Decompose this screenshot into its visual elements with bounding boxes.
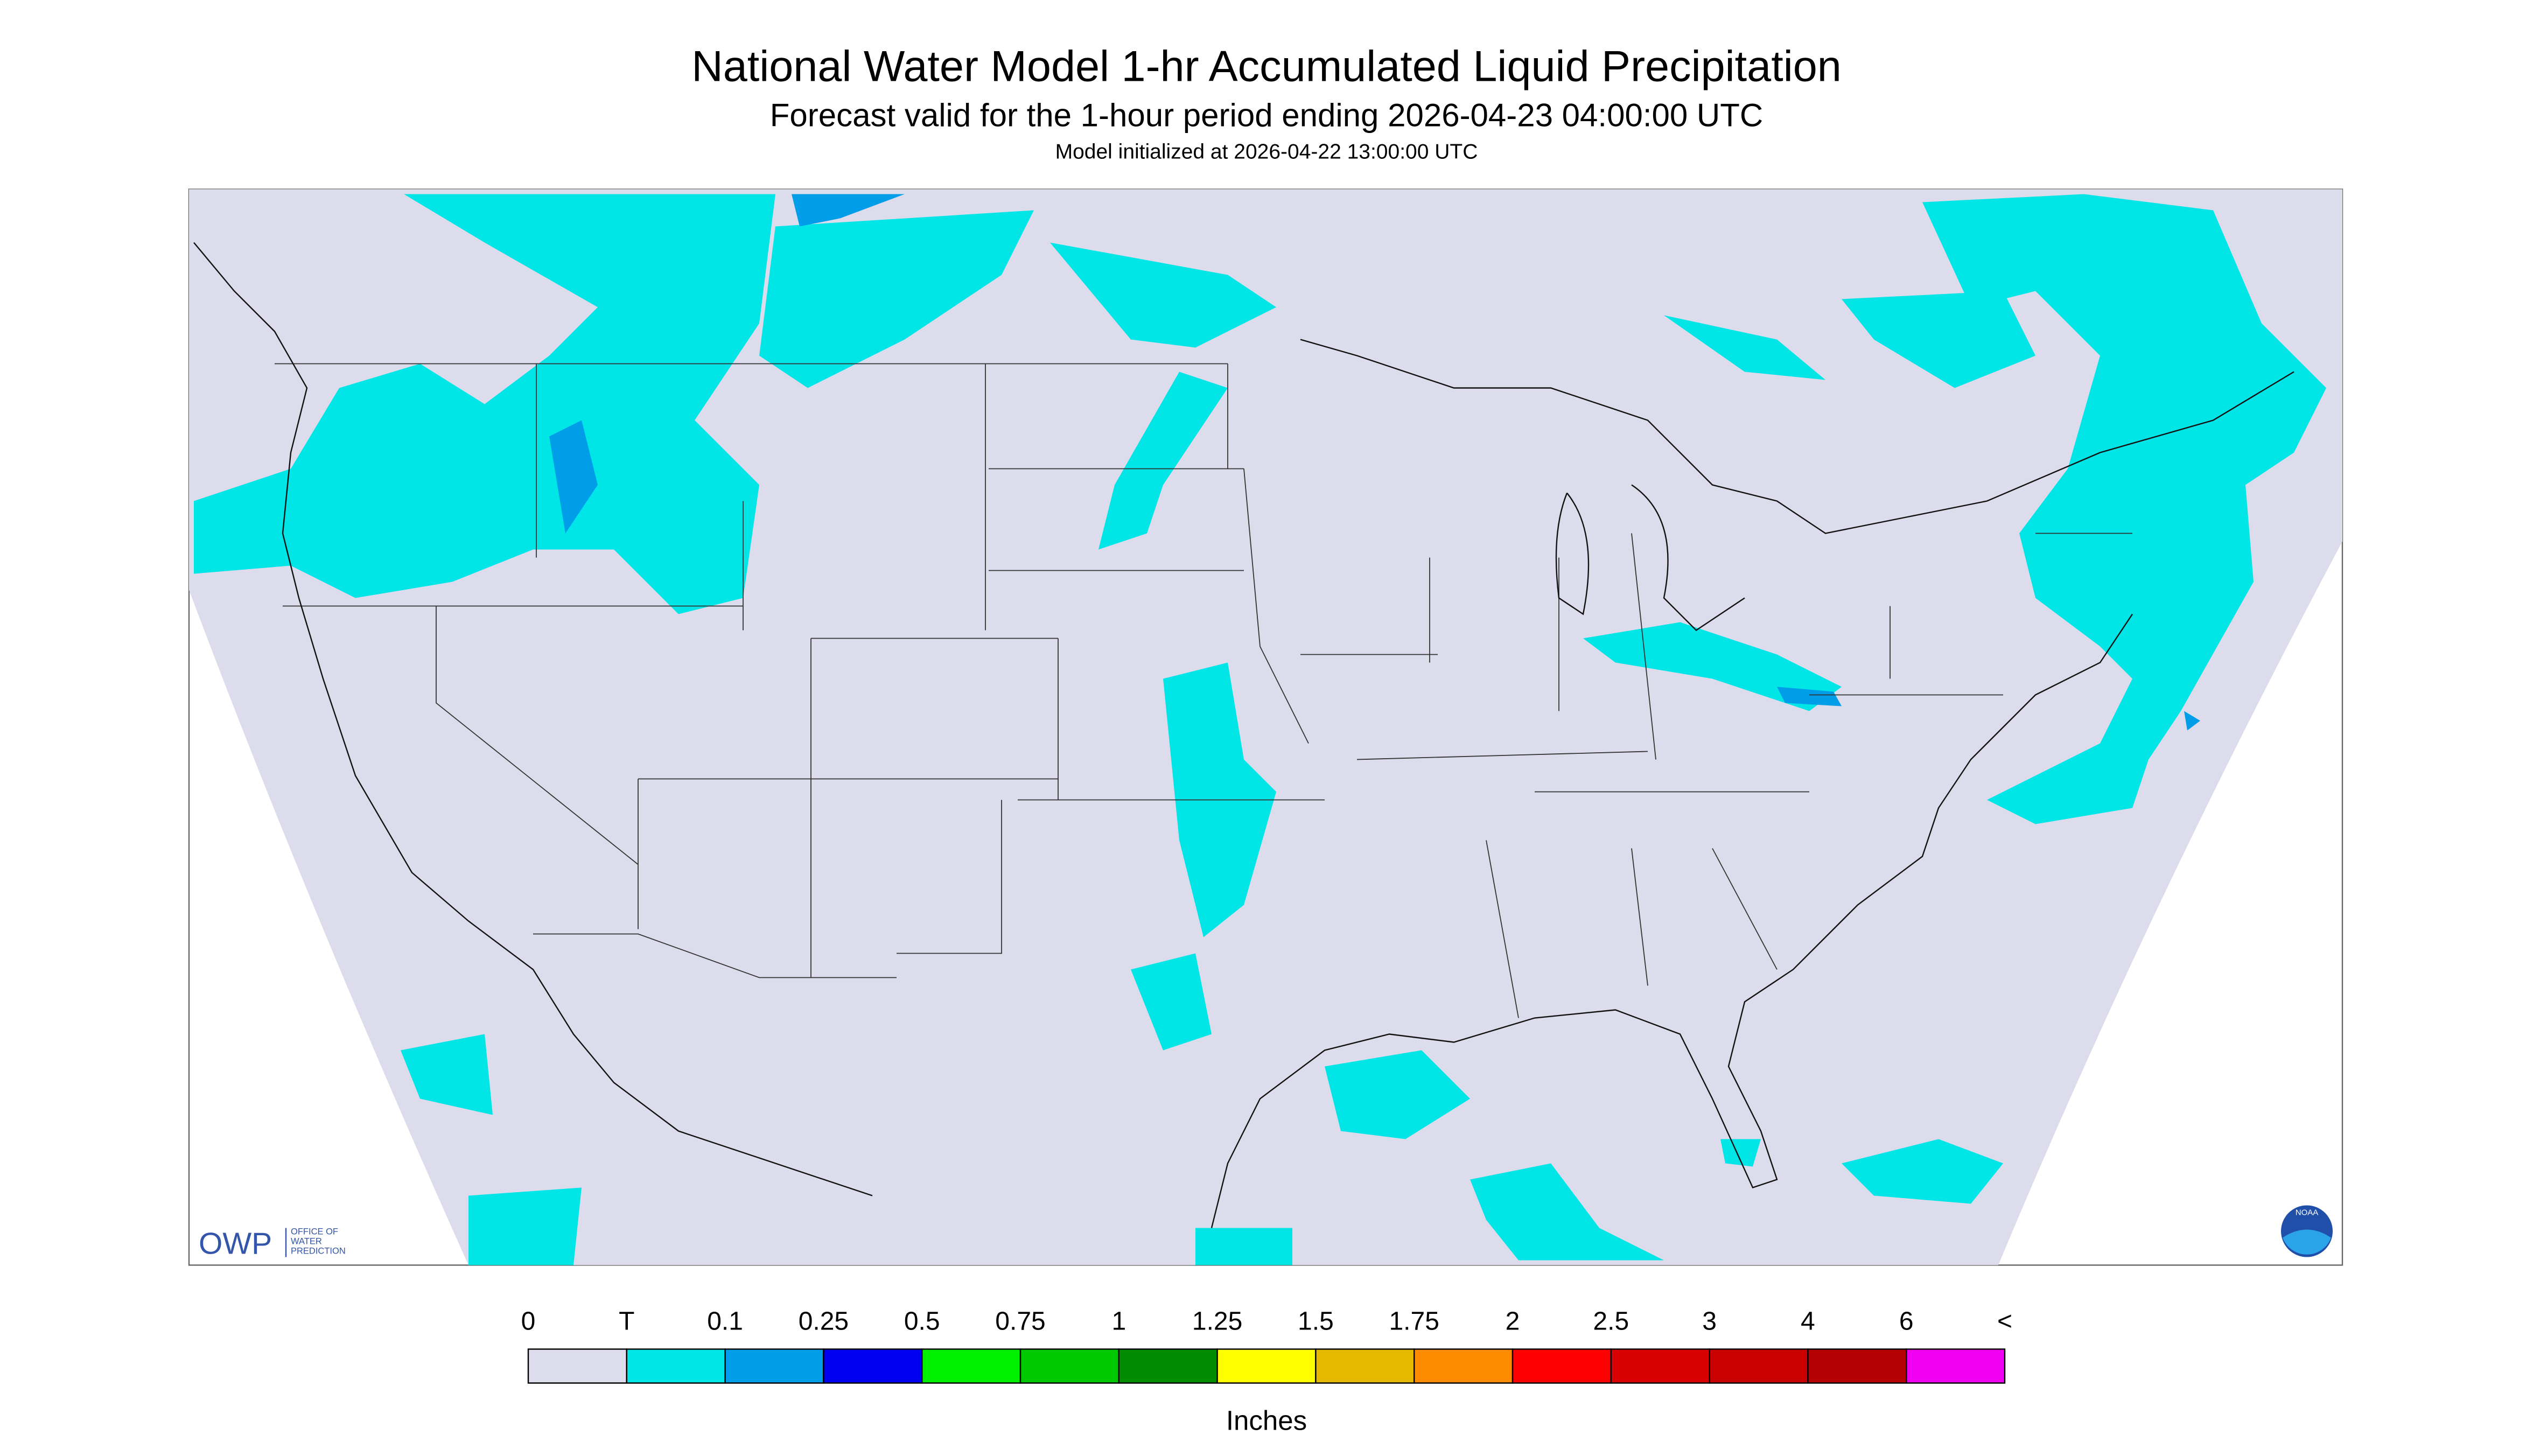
legend-label: 2.5 xyxy=(1593,1307,1629,1336)
legend-label: 4 xyxy=(1801,1307,1815,1336)
legend-swatch xyxy=(1610,1348,1710,1384)
legend-swatch xyxy=(1315,1348,1415,1384)
init-time: Model initialized at 2026-04-22 13:00:00… xyxy=(1055,141,1478,164)
legend-swatch xyxy=(823,1348,923,1384)
title: National Water Model 1-hr Accumulated Li… xyxy=(691,43,1842,91)
legend-label: 3 xyxy=(1702,1307,1717,1336)
legend-swatch xyxy=(1512,1348,1612,1384)
owp-name: WATER xyxy=(291,1237,322,1247)
legend-swatch xyxy=(1414,1348,1514,1384)
legend-label: 0.75 xyxy=(995,1307,1045,1336)
legend-swatch xyxy=(626,1348,726,1384)
legend-swatch xyxy=(1216,1348,1317,1384)
legend-unit: Inches xyxy=(1226,1405,1307,1436)
legend-swatch xyxy=(1118,1348,1218,1384)
legend-label: 0 xyxy=(521,1307,536,1336)
legend-label: 0.1 xyxy=(707,1307,743,1336)
owp-name: PREDICTION xyxy=(291,1247,346,1256)
subtitle: Forecast valid for the 1-hour period end… xyxy=(770,97,1763,134)
boundaries xyxy=(193,242,2294,1228)
legend-label: T xyxy=(619,1307,634,1336)
legend-label: 6 xyxy=(1899,1307,1914,1336)
legend-swatch xyxy=(1905,1348,2006,1384)
legend-label: 2 xyxy=(1506,1307,1520,1336)
legend-label: 0.25 xyxy=(799,1307,849,1336)
map-area: OWP OFFICE OF WATER PREDICTION NOAA xyxy=(188,188,2343,1266)
legend-swatch xyxy=(527,1348,628,1384)
legend-swatch xyxy=(724,1348,824,1384)
legend-label: < xyxy=(1997,1307,2012,1336)
owp-logo-text: OWP xyxy=(199,1227,272,1261)
legend-label: 1.25 xyxy=(1192,1307,1242,1336)
legend-label: 1.5 xyxy=(1298,1307,1334,1336)
legend-swatch xyxy=(1807,1348,1907,1384)
legend-swatch xyxy=(1709,1348,1809,1384)
owp-logo: OWP OFFICE OF WATER PREDICTION xyxy=(199,1227,346,1261)
legend: 0 T 0.1 0.25 0.5 0.75 1 1.25 1.5 1.75 2 2.5 3 4 6 < xyxy=(521,1307,2012,1384)
noaa-logo: NOAA xyxy=(2281,1205,2333,1257)
legend-label: 1.75 xyxy=(1389,1307,1439,1336)
owp-name: OFFICE OF xyxy=(291,1227,338,1237)
legend-swatch xyxy=(1019,1348,1120,1384)
legend-label: 0.5 xyxy=(904,1307,940,1336)
legend-swatch xyxy=(921,1348,1021,1384)
legend-label: 1 xyxy=(1111,1307,1126,1336)
noaa-text: NOAA xyxy=(2296,1208,2319,1217)
